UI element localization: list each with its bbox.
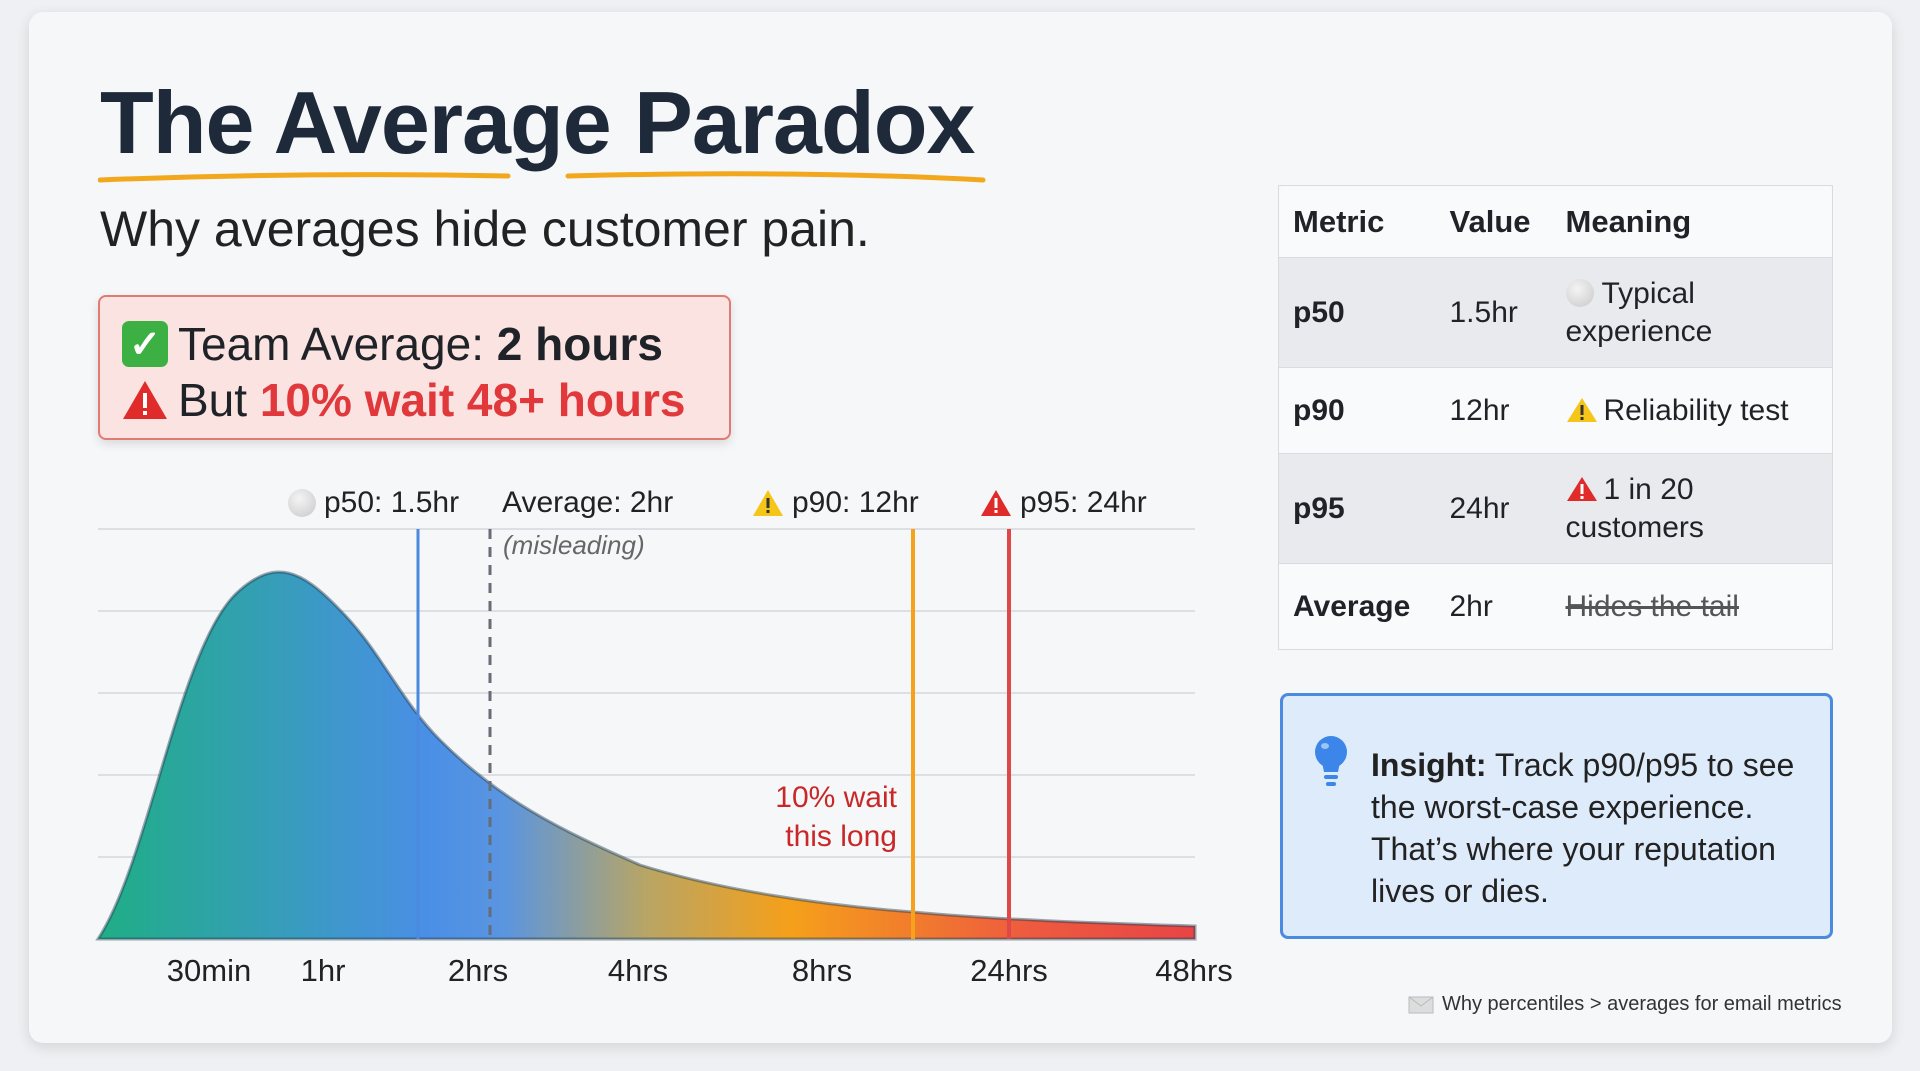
insight-box: Insight: Track p90/p95 to see the worst-… <box>1280 693 1833 939</box>
header-meaning: Meaning <box>1565 203 1692 239</box>
title-underline <box>98 171 986 183</box>
value: 2hr <box>1435 563 1552 650</box>
misleading-note: (misleading) <box>503 530 645 560</box>
average-label-text: Average: 2hr <box>502 486 674 519</box>
p50-label: p50: 1.5hr <box>288 486 459 520</box>
metric: p50 <box>1293 295 1345 329</box>
tail-annotation: 10% wait this long <box>740 778 897 856</box>
alert-box: ✓ Team Average: 2 hours But 10% wait 48+… <box>98 295 731 440</box>
p90-label-text: p90: 12hr <box>792 486 919 519</box>
annotation-line: this long <box>785 820 897 853</box>
lightbulb-icon <box>1315 736 1347 786</box>
warning-icon <box>753 490 783 516</box>
alert-label: Team Average: <box>178 318 497 370</box>
value: 24hr <box>1435 453 1552 564</box>
alert-line-tail: But 10% wait 48+ hours <box>122 373 686 427</box>
x-tick-label: 24hrs <box>970 953 1048 988</box>
page-title: The Average Paradox <box>100 73 975 172</box>
warning-icon <box>1566 397 1597 422</box>
insight-label: Insight: <box>1371 747 1487 783</box>
table-row: p50 1.5hr Typical experience <box>1278 257 1833 368</box>
meaning-text: Reliability test <box>1603 393 1789 427</box>
x-tick-label: 8hrs <box>791 953 853 988</box>
red-warning-icon <box>123 381 167 419</box>
table-row: p95 24hr 1 in 20 customers <box>1278 453 1833 564</box>
p95-label: p95: 24hr <box>980 486 1147 520</box>
check-icon: ✓ <box>122 321 168 367</box>
table-row: Average 2hr Hides the tail <box>1278 563 1833 650</box>
x-tick-label: 1hr <box>300 953 346 988</box>
red-warning-icon <box>1566 476 1597 501</box>
meaning: 1 in 20 customers <box>1551 453 1833 564</box>
white-circle-icon <box>1565 278 1594 307</box>
white-circle-icon <box>288 489 316 517</box>
x-tick-label: 48hrs <box>1155 953 1233 988</box>
alert-label-2: But <box>178 374 260 426</box>
value: 12hr <box>1435 367 1552 454</box>
p95-label-text: p95: 24hr <box>1020 486 1147 519</box>
x-tick-label: 30min <box>166 953 252 988</box>
p50-label-text: p50: 1.5hr <box>324 486 460 519</box>
p90-label: p90: 12hr <box>752 486 919 520</box>
meaning: Reliability test <box>1551 367 1833 454</box>
alert-line-average: ✓ Team Average: 2 hours <box>122 317 663 371</box>
header-value: Value <box>1449 203 1531 239</box>
red-warning-icon <box>981 490 1011 516</box>
insight-body: Track p90/p95 to see the worst-case expe… <box>1371 747 1795 909</box>
metric: Average <box>1293 589 1411 623</box>
metric: p90 <box>1293 393 1345 427</box>
header-metric: Metric <box>1293 203 1385 239</box>
distribution-area <box>95 570 1197 941</box>
x-tick-label: 4hrs <box>607 953 669 988</box>
alert-average-value: 2 hours <box>496 318 663 370</box>
percentile-table: Metric Value Meaning p50 1.5hr Typical e… <box>1278 185 1833 650</box>
value: 1.5hr <box>1435 257 1552 368</box>
table-header: Metric Value Meaning <box>1279 186 1833 258</box>
footer-caption: Why percentiles > averages for email met… <box>1408 993 1842 1016</box>
table-row: p90 12hr Reliability test <box>1278 367 1833 454</box>
meaning-text: 1 in 20 customers <box>1565 472 1704 544</box>
footer-text: Why percentiles > averages for email met… <box>1442 993 1842 1015</box>
average-label: Average: 2hr <box>502 486 673 520</box>
subtitle: Why averages hide customer pain. <box>100 201 870 257</box>
alert-tail-value: 10% wait 48+ hours <box>259 374 686 426</box>
x-tick-label: 2hrs <box>447 953 509 988</box>
meaning: Typical experience <box>1551 257 1833 368</box>
meaning: Hides the tail <box>1551 563 1833 650</box>
metric: p95 <box>1293 491 1345 525</box>
annotation-line: 10% wait <box>775 781 897 814</box>
insight-text: Insight: Track p90/p95 to see the worst-… <box>1371 744 1821 912</box>
meaning-text: Typical experience <box>1565 276 1713 348</box>
envelope-icon <box>1408 996 1434 1013</box>
